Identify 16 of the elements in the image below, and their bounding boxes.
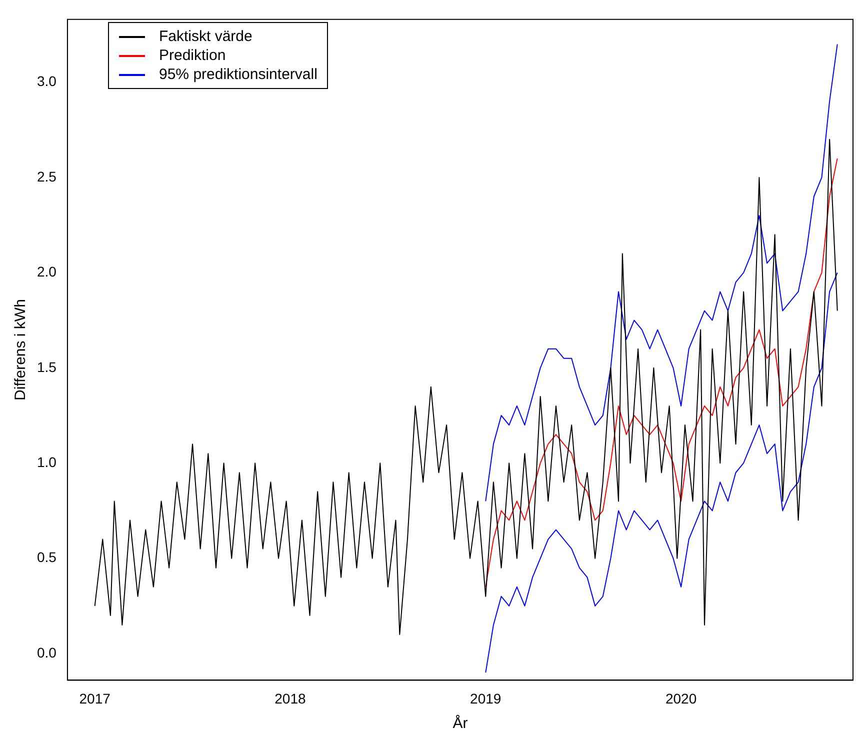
y-tick-label: 1.5 xyxy=(36,358,57,375)
x-tick-label: 2017 xyxy=(79,690,111,706)
y-tick-label: 1.0 xyxy=(36,454,57,470)
y-tick-label: 2.5 xyxy=(36,168,57,184)
x-tick-label: 2019 xyxy=(470,690,502,706)
x-tick-label: 2020 xyxy=(665,690,697,706)
legend-label: 95% prediktionsintervall xyxy=(159,65,318,84)
y-tick-label: 2.0 xyxy=(36,264,57,280)
y-axis-title: Differens i kWh xyxy=(12,299,30,401)
y-tick-label: 3.0 xyxy=(36,73,57,90)
x-tick-label: 2018 xyxy=(274,690,306,706)
legend-label: Prediktion xyxy=(159,46,226,65)
legend-label: Faktiskt värde xyxy=(159,27,252,46)
y-tick-label: 0.5 xyxy=(36,549,57,566)
y-tick-label: 0.0 xyxy=(36,644,57,660)
x-axis-title: År xyxy=(452,714,468,732)
